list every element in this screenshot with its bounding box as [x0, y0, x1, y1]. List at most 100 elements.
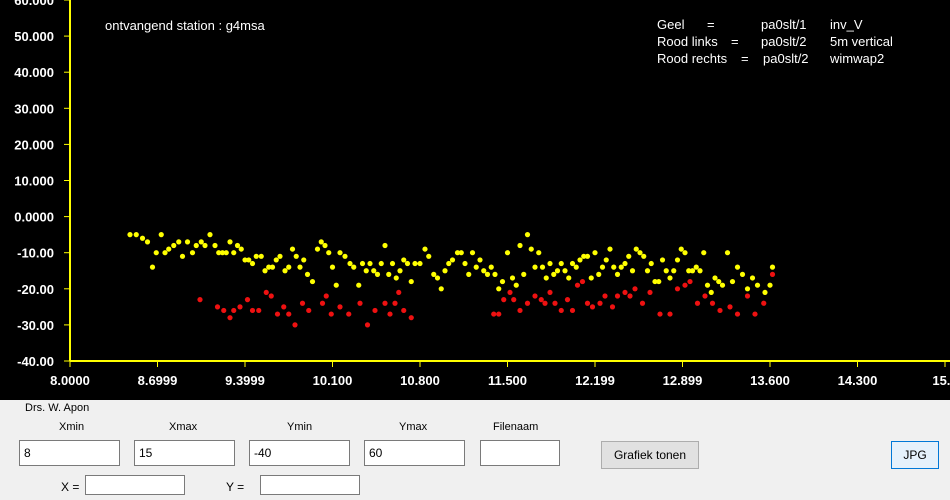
data-point	[558, 307, 564, 314]
data-point	[197, 297, 203, 303]
data-point	[269, 264, 276, 270]
data-point	[326, 250, 332, 256]
data-point	[607, 246, 613, 252]
data-point	[404, 260, 411, 267]
data-point	[396, 289, 402, 296]
data-point	[709, 300, 716, 306]
data-point	[584, 300, 591, 306]
legend-equals: =	[731, 34, 739, 49]
x-tick-label: 9.3999	[225, 373, 265, 388]
x-coord-input[interactable]	[85, 475, 185, 495]
data-point	[454, 250, 461, 256]
data-point	[633, 246, 639, 252]
data-point	[234, 242, 241, 249]
data-point	[552, 300, 558, 306]
data-point	[569, 260, 576, 267]
filename-label: Filenaam	[493, 421, 539, 433]
data-point	[387, 311, 393, 317]
data-point	[356, 282, 362, 288]
data-point	[333, 282, 339, 288]
data-point	[528, 246, 534, 252]
data-point	[637, 250, 643, 256]
data-point	[227, 315, 233, 321]
data-point	[694, 300, 701, 306]
data-point	[674, 286, 681, 292]
data-point	[244, 297, 251, 303]
data-point	[558, 260, 564, 267]
data-point	[702, 293, 708, 299]
data-point	[729, 278, 736, 285]
data-point	[724, 250, 731, 256]
filename-input[interactable]	[480, 440, 560, 466]
x-tick-label: 8.0000	[50, 373, 90, 388]
data-point	[492, 271, 498, 277]
data-point	[309, 278, 316, 285]
data-point	[629, 268, 636, 274]
data-point	[292, 322, 298, 328]
data-point	[149, 264, 156, 270]
xmin-input[interactable]	[19, 440, 120, 466]
data-point	[656, 278, 662, 285]
data-point	[198, 239, 204, 245]
xmin-label: Xmin	[59, 421, 85, 433]
data-point	[602, 293, 608, 299]
legend-callsign: pa0slt/2	[763, 51, 809, 66]
data-point	[231, 250, 237, 256]
data-point	[536, 250, 542, 256]
data-point	[301, 257, 307, 263]
data-point	[693, 264, 699, 270]
data-point	[216, 250, 222, 256]
y-tick-label: -10.00	[17, 246, 54, 261]
data-point	[363, 268, 369, 274]
data-point	[513, 282, 519, 288]
data-point	[739, 271, 746, 277]
data-point	[626, 253, 632, 259]
xmax-input[interactable]	[134, 440, 235, 466]
data-point	[277, 253, 283, 259]
data-point	[263, 289, 269, 296]
data-point	[484, 271, 491, 277]
data-point	[641, 253, 647, 259]
data-point	[319, 300, 326, 306]
legend-antenna: wimwap2	[829, 51, 884, 66]
legend-name: Rood links	[657, 34, 718, 49]
x-tick-label: 13.600	[750, 373, 790, 388]
scatter-chart: 8.0000 8.6999 9.3999 10.100 10.800 11.500 12.1…	[14, 0, 950, 388]
data-point	[627, 293, 633, 299]
show-graph-button[interactable]: Grafiek tonen	[601, 441, 699, 469]
data-point	[176, 239, 182, 245]
data-point	[227, 239, 233, 245]
data-point	[389, 260, 396, 267]
xmax-label: Xmax	[169, 421, 198, 433]
ymax-input[interactable]	[364, 440, 465, 466]
data-point	[708, 289, 714, 296]
legend-name: Geel	[657, 17, 685, 32]
ymin-input[interactable]	[249, 440, 350, 466]
y-tick-label: 60.000	[14, 0, 54, 8]
y-coord-input[interactable]	[260, 475, 360, 495]
data-point	[686, 268, 692, 274]
data-point	[712, 275, 718, 281]
data-point	[717, 307, 723, 314]
x-tick-label: 12.899	[663, 373, 703, 388]
data-point	[214, 304, 221, 310]
y-tick-label: 30.000	[14, 101, 54, 116]
data-point	[524, 232, 531, 238]
data-point	[171, 242, 177, 249]
data-point	[238, 246, 244, 252]
data-point	[481, 268, 487, 274]
chart-axes	[69, 0, 950, 362]
data-point	[133, 232, 139, 238]
data-point	[596, 271, 602, 277]
data-point	[762, 289, 768, 296]
jpg-button[interactable]: JPG	[891, 441, 939, 469]
data-point	[304, 271, 311, 277]
y-axis-ticks: 60.000 50.000 40.000 30.000 20.000 10.000 0.00…	[14, 0, 70, 369]
data-point	[166, 246, 172, 252]
data-point	[609, 304, 616, 310]
data-point	[543, 275, 549, 281]
data-point	[337, 304, 343, 310]
data-point	[364, 322, 371, 328]
data-point	[517, 242, 523, 249]
x-axis-ticks: 8.0000 8.6999 9.3999 10.100 10.800 11.500 12.1…	[50, 361, 950, 388]
